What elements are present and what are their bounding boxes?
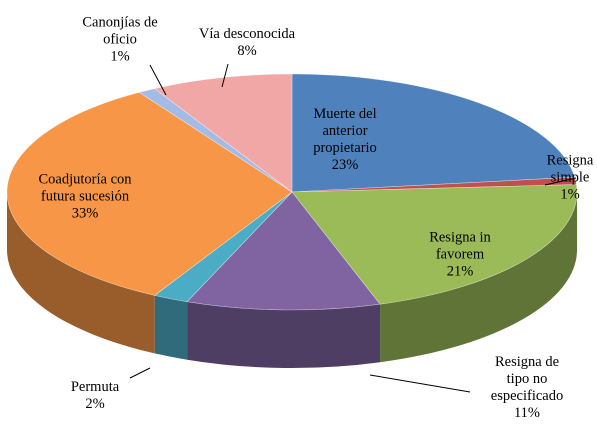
- label-name: Canonjías de oficio: [82, 14, 158, 48]
- label-value: 11%: [513, 405, 541, 421]
- slice: [186, 191, 381, 311]
- leader-line: [129, 367, 151, 379]
- label-value: 2%: [85, 396, 105, 412]
- leader-line: [369, 374, 471, 393]
- data-label: Canonjías de oficio 1%: [82, 15, 157, 66]
- data-label: Muerte del anterior propietario 23%: [313, 106, 377, 174]
- slice-side: [187, 301, 381, 368]
- slice: [291, 73, 576, 193]
- slice: [154, 73, 293, 193]
- label-name: Resigna de tipo no especificado: [490, 354, 564, 404]
- label-value: 21%: [446, 263, 474, 280]
- label-name: Coadjutoría con futura sucesión: [38, 171, 132, 205]
- leader-line: [149, 64, 167, 96]
- label-value: 23%: [331, 157, 359, 173]
- data-label: Resigna in favorem 21%: [429, 230, 491, 281]
- data-label: Coadjutoría con futura sucesión 33%: [38, 172, 131, 223]
- leader-line: [544, 177, 577, 186]
- label-value: 8%: [237, 43, 257, 59]
- label-value: 33%: [71, 205, 99, 222]
- slice: [291, 184, 578, 305]
- data-label: Resigna simple 1%: [547, 153, 594, 204]
- label-value: 1%: [110, 48, 130, 65]
- label-name: Permuta: [70, 379, 120, 395]
- label-name: Vía desconocida: [198, 26, 296, 42]
- label-value: 1%: [560, 186, 580, 203]
- data-label: Permuta 2%: [71, 379, 119, 413]
- label-name: Muerte del anterior propietario: [313, 106, 377, 156]
- leader-line: [221, 63, 229, 88]
- data-label: Vía desconocida 8%: [199, 26, 295, 60]
- slice: [6, 92, 293, 296]
- data-label: Resigna de tipo no especificado 11%: [491, 354, 563, 422]
- slice-side: [7, 192, 155, 354]
- slice-side: [380, 192, 577, 363]
- slice-side: [154, 295, 188, 360]
- label-name: Resigna in favorem: [429, 229, 491, 263]
- label-name: Resigna simple: [546, 152, 594, 186]
